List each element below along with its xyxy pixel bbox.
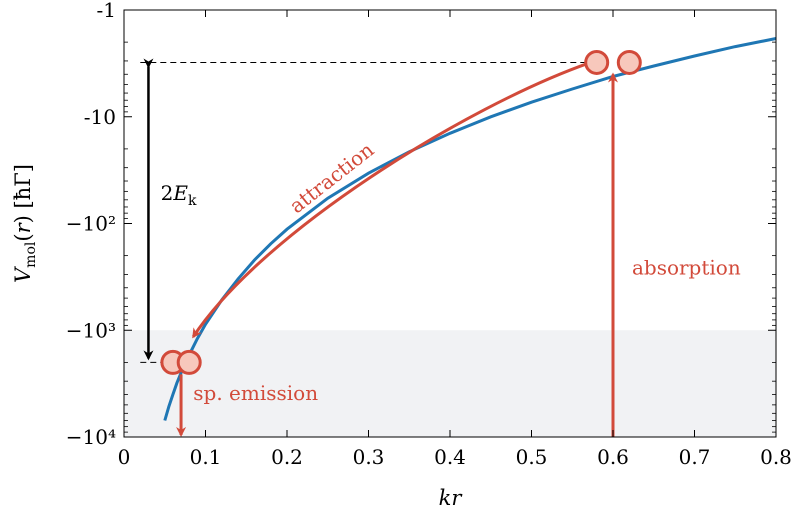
y-tick-label: −10²	[66, 212, 116, 236]
y-tick-label: −10³	[66, 318, 116, 342]
shaded-region	[124, 330, 776, 437]
y-axis-label: Vmol(r) [ħΓ]	[11, 164, 39, 283]
y-ticks: -1 -10 −10² −10³ −10⁴	[66, 0, 776, 449]
atom-marker	[176, 349, 202, 375]
x-tick-label: 0.2	[271, 445, 303, 469]
x-axis-label: kr	[439, 486, 464, 510]
x-tick-label: 0.7	[679, 445, 711, 469]
x-tick-label: 0.5	[516, 445, 548, 469]
x-tick-label: 0.3	[353, 445, 385, 469]
annotation-sp-emission: sp. emission	[193, 381, 318, 405]
annotation-2ek: 2Ek	[161, 181, 197, 209]
y-tick-label: -1	[97, 0, 116, 22]
minor-ticks	[124, 41, 776, 433]
x-tick-label: 0.1	[190, 445, 222, 469]
atom-markers	[160, 49, 642, 375]
attraction-arrow	[192, 61, 590, 339]
atom-marker	[616, 49, 642, 75]
annotation-absorption: absorption	[632, 255, 741, 279]
atom-marker	[584, 49, 610, 75]
x-tick-label: 0	[118, 445, 131, 469]
x-ticks: 0 0.1 0.2 0.3 0.4 0.5 0.6 0.7 0.8	[118, 10, 792, 469]
x-tick-label: 0.6	[597, 445, 629, 469]
y-tick-label: −10⁴	[66, 425, 116, 449]
y-tick-label: -10	[84, 105, 116, 129]
x-tick-label: 0.8	[760, 445, 792, 469]
x-tick-label: 0.4	[434, 445, 466, 469]
